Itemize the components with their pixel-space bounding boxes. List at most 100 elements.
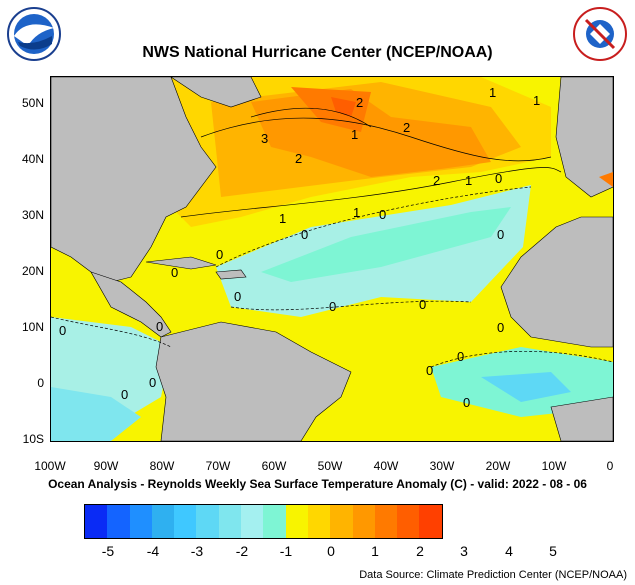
- map-subtitle: Ocean Analysis - Reynolds Weekly Sea Sur…: [48, 477, 587, 491]
- land-central-america: [90, 271, 172, 338]
- lat-label: 20N: [21, 264, 44, 278]
- lat-label: 10N: [21, 320, 44, 334]
- lon-label: 20W: [485, 459, 511, 473]
- southwest-cool: [51, 387, 141, 441]
- contour-label: 0: [59, 323, 66, 338]
- contour-label: 0: [216, 247, 223, 262]
- lon-label: 100W: [34, 459, 66, 473]
- land-africa: [500, 216, 613, 348]
- contour-line-1: [180, 167, 562, 218]
- contour-label: 1: [353, 205, 360, 220]
- colorbar-label: -3: [190, 543, 204, 559]
- land-cuba: [145, 256, 217, 270]
- contour-label: 1: [489, 85, 496, 100]
- map-canvas: 1 1 2 3 2 1 2 2 1 0 1 1 0 0 0 0 0 0 0 0 …: [51, 77, 613, 441]
- colorbar-swatch: [107, 505, 130, 538]
- contour-label: 2: [433, 173, 440, 188]
- anomaly-band-4: [291, 87, 371, 132]
- colorbar-swatch: [218, 505, 242, 538]
- contour-label: 0: [379, 207, 386, 222]
- contour-label: 0: [329, 299, 336, 314]
- colorbar-swatch: [330, 505, 353, 538]
- colorbar-swatch: [174, 505, 197, 538]
- lat-label: 50N: [21, 96, 44, 110]
- land-north-america: [51, 77, 217, 283]
- contour-line-3: [250, 107, 372, 128]
- contour-label: 2: [403, 120, 410, 135]
- colorbar-swatch: [374, 505, 398, 538]
- contour-label: 2: [295, 151, 302, 166]
- contour-line-0-equatorial: [430, 351, 613, 368]
- colorbar-swatch: [307, 505, 331, 538]
- nws-logo: [572, 6, 628, 62]
- colorbar-swatch: [285, 505, 308, 538]
- land-hispaniola: [215, 269, 247, 280]
- colorbar-label: -2: [235, 543, 249, 559]
- contour-label: 0: [149, 375, 156, 390]
- contour-label: 0: [497, 320, 504, 335]
- colorbar-label: 4: [505, 543, 513, 559]
- contour-line-0-south: [230, 300, 472, 311]
- lat-label: 0: [37, 376, 44, 390]
- contour-label: 0: [495, 171, 502, 186]
- land-europe: [555, 77, 613, 198]
- contour-label: 0: [457, 349, 464, 364]
- chart-title: NWS National Hurricane Center (NCEP/NOAA…: [142, 44, 493, 61]
- lat-label: 30N: [21, 208, 44, 222]
- contour-line-0-sw: [51, 316, 172, 348]
- contour-label: 0: [156, 319, 163, 334]
- contour-label: 0: [419, 297, 426, 312]
- contour-label: 1: [533, 93, 540, 108]
- colorbar-label: -5: [101, 543, 115, 559]
- contour-label: 0: [426, 363, 433, 378]
- colorbar-label: -4: [146, 543, 160, 559]
- lon-label: 50W: [317, 459, 343, 473]
- colorbar-label: 5: [549, 543, 557, 559]
- contour-label: 3: [261, 131, 268, 146]
- lon-label: 40W: [373, 459, 399, 473]
- contour-line-0-north: [215, 186, 532, 268]
- cool-band-tropics: [261, 207, 511, 282]
- lon-label: 10W: [541, 459, 567, 473]
- colorbar-swatch: [85, 505, 108, 538]
- contour-line-2: [200, 117, 552, 162]
- data-source: Data Source: Climate Prediction Center (…: [359, 569, 627, 581]
- lon-label: 0: [606, 459, 614, 473]
- lon-label: 60W: [261, 459, 287, 473]
- colorbar-label: 1: [371, 543, 379, 559]
- contour-label: 2: [356, 95, 363, 110]
- sst-anomaly-map: 1 1 2 3 2 1 2 2 1 0 1 1 0 0 0 0 0 0 0 0 …: [50, 76, 614, 442]
- lon-label: 30W: [429, 459, 455, 473]
- lon-label: 90W: [93, 459, 119, 473]
- lon-label: 80W: [149, 459, 175, 473]
- colorbar-swatch: [397, 505, 420, 538]
- colorbar-swatch: [196, 505, 219, 538]
- colorbar: [84, 504, 443, 539]
- anomaly-band-3: [251, 89, 491, 177]
- noaa-logo: [6, 6, 62, 62]
- colorbar-swatch: [352, 505, 375, 538]
- colorbar-swatch: [419, 505, 442, 538]
- lat-label: 40N: [21, 152, 44, 166]
- colorbar-swatch: [151, 505, 175, 538]
- contour-label: 0: [234, 289, 241, 304]
- contour-label: 0: [497, 227, 504, 242]
- lon-label: 70W: [205, 459, 231, 473]
- lat-label: 10S: [22, 432, 44, 446]
- land-canada-ne: [170, 77, 262, 108]
- colorbar-swatch: [263, 505, 286, 538]
- equatorial-cool-core: [481, 372, 571, 402]
- colorbar-swatch: [129, 505, 152, 538]
- colorbar-label: -1: [279, 543, 293, 559]
- colorbar-label: 2: [416, 543, 424, 559]
- contour-label: 1: [351, 127, 358, 142]
- colorbar-label: 0: [327, 543, 335, 559]
- contour-label: 1: [279, 211, 286, 226]
- colorbar-label: 3: [460, 543, 468, 559]
- contour-label: 0: [121, 387, 128, 402]
- contour-label: 0: [463, 395, 470, 410]
- land-south-america: [155, 321, 352, 441]
- colorbar-swatch: [241, 505, 264, 538]
- land-africa-south: [550, 396, 613, 441]
- contour-label: 0: [301, 227, 308, 242]
